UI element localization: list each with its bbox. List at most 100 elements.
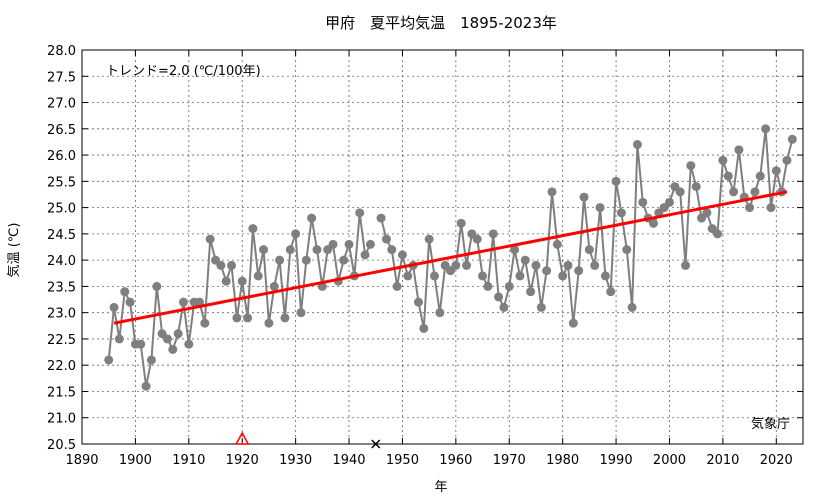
x-tick-label: 2020	[760, 453, 793, 468]
data-point	[504, 281, 514, 291]
data-point	[285, 245, 295, 255]
data-point	[462, 260, 472, 270]
y-tick-label: 22.0	[47, 359, 76, 374]
data-point	[125, 297, 135, 307]
y-tick-label: 27.5	[47, 70, 76, 85]
x-tick-label: 1950	[386, 453, 419, 468]
data-point	[136, 339, 146, 349]
data-point	[595, 203, 605, 213]
data-point	[328, 239, 338, 249]
x-tick-label: 2010	[706, 453, 739, 468]
plot-area-frame	[81, 49, 804, 445]
data-point	[264, 318, 274, 328]
x-axis: 1890 1900 1910 1920 1930 1940 1950 1960 1970 1980…	[65, 50, 793, 468]
data-point	[253, 271, 263, 281]
data-point	[718, 155, 728, 165]
data-point	[162, 334, 172, 344]
data-point	[269, 281, 279, 291]
data-point	[590, 260, 600, 270]
data-point	[152, 281, 162, 291]
x-tick-label: 1960	[439, 453, 472, 468]
data-point	[243, 313, 253, 323]
x-tick-label: 1910	[172, 453, 205, 468]
data-point	[723, 171, 733, 181]
data-point	[606, 287, 616, 297]
data-point	[392, 281, 402, 291]
data-point	[632, 140, 642, 150]
data-point	[515, 271, 525, 281]
y-tick-label: 28.0	[47, 44, 76, 59]
x-axis-label: 年	[434, 480, 447, 495]
data-point	[536, 302, 546, 312]
grid-lines	[82, 50, 803, 444]
data-point	[520, 255, 530, 265]
data-point	[782, 155, 792, 165]
data-point	[675, 187, 685, 197]
x-tick-label: 1940	[332, 453, 365, 468]
data-point	[761, 124, 771, 134]
data-point	[713, 229, 723, 239]
data-point	[173, 329, 183, 339]
y-axis: 20.5 21.0 21.5 22.0 22.5 23.0 23.5 24.0 24.5 25.0…	[47, 44, 803, 453]
x-tick-label: 1920	[226, 453, 259, 468]
data-point	[403, 271, 413, 281]
data-point	[397, 250, 407, 260]
data-point	[146, 355, 156, 365]
data-point	[429, 271, 439, 281]
baseline-markers	[234, 431, 381, 449]
data-point	[109, 302, 119, 312]
data-point	[510, 245, 520, 255]
data-point	[494, 292, 504, 302]
data-point	[355, 208, 365, 218]
data-point	[600, 271, 610, 281]
y-tick-label: 24.5	[47, 228, 76, 243]
data-point	[296, 308, 306, 318]
data-point	[686, 161, 696, 171]
data-point	[237, 276, 247, 286]
data-point	[424, 234, 434, 244]
data-point	[387, 245, 397, 255]
data-point	[488, 229, 498, 239]
y-tick-label: 26.0	[47, 149, 76, 164]
data-point	[611, 176, 621, 186]
data-point	[376, 213, 386, 223]
data-point	[787, 134, 797, 144]
data-point	[280, 313, 290, 323]
data-point	[729, 187, 739, 197]
x-tick-label: 2000	[653, 453, 686, 468]
data-point	[178, 297, 188, 307]
data-point	[750, 187, 760, 197]
data-point	[648, 218, 658, 228]
data-point	[168, 344, 178, 354]
chart-title: 甲府 夏平均気温 1895-2023年	[325, 14, 557, 32]
data-point	[755, 171, 765, 181]
data-point	[344, 239, 354, 249]
data-point	[259, 245, 269, 255]
x-tick-label: 1890	[65, 453, 98, 468]
data-point	[531, 260, 541, 270]
source-label: 気象庁	[751, 416, 790, 432]
x-tick-label: 1900	[119, 453, 152, 468]
data-point	[702, 208, 712, 218]
data-point	[627, 302, 637, 312]
data-point	[339, 255, 349, 265]
y-tick-label: 26.5	[47, 123, 76, 138]
data-point	[184, 339, 194, 349]
data-point	[248, 224, 258, 234]
data-point	[360, 250, 370, 260]
y-tick-label: 20.5	[47, 438, 76, 453]
trend-line	[113, 190, 788, 325]
data-point	[451, 260, 461, 270]
data-point	[216, 260, 226, 270]
x-tick-label: 1930	[279, 453, 312, 468]
data-point	[291, 229, 301, 239]
y-axis-label: 気温 (℃)	[6, 223, 22, 278]
data-point	[734, 145, 744, 155]
data-point	[365, 239, 375, 249]
data-point	[584, 245, 594, 255]
data-point	[275, 255, 285, 265]
trend-label: トレンド=2.0 (℃/100年)	[106, 64, 261, 79]
data-point	[141, 381, 151, 391]
y-tick-label: 22.5	[47, 333, 76, 348]
data-point	[558, 271, 568, 281]
